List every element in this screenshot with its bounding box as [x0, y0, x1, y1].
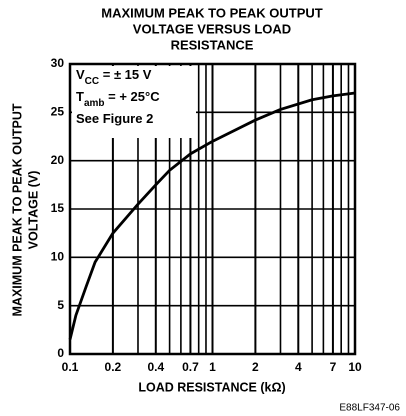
x-tick-label: 0.1	[62, 360, 79, 374]
x-tick-label: 4	[295, 360, 302, 374]
x-tick-label: 0.2	[105, 360, 122, 374]
annotation: See Figure 2	[76, 111, 153, 126]
annotation-part: See Figure 2	[76, 111, 153, 126]
y-tick-label: 20	[51, 153, 65, 167]
x-tick-label: 1	[209, 360, 216, 374]
y-tick-label: 0	[57, 346, 64, 360]
chart-title: MAXIMUM PEAK TO PEAK OUTPUT	[101, 5, 323, 20]
annotation-part: CC	[85, 76, 99, 87]
annotation-box	[72, 66, 196, 138]
x-tick-label: 7	[330, 360, 337, 374]
annotation: VCC = ± 15 V	[76, 67, 152, 87]
chart-title: VOLTAGE VERSUS LOAD	[133, 21, 291, 36]
annotation-part: amb	[84, 98, 105, 109]
annotation-part: V	[76, 67, 85, 82]
x-tick-label: 0.7	[182, 360, 199, 374]
x-axis-label: LOAD RESISTANCE (kΩ)	[138, 380, 285, 394]
line	[68, 91, 356, 340]
y-tick-label: 10	[51, 250, 65, 264]
plot-frame	[68, 62, 357, 356]
annotation-part: T	[76, 89, 84, 104]
y-tick-label: 25	[51, 105, 65, 119]
y-axis-label: VOLTAGE (V)	[26, 171, 40, 250]
y-axis-label: MAXIMUM PEAK TO PEAK OUTPUT	[10, 103, 24, 316]
x-tick-label: 0.4	[147, 360, 164, 374]
y-tick-label: 5	[57, 298, 64, 312]
y-tick-label: 30	[51, 56, 65, 70]
annotation-part: = ± 15 V	[99, 67, 152, 82]
annotation-part: = + 25°C	[105, 89, 161, 104]
x-tick-label: 2	[252, 360, 259, 374]
y-tick-label: 15	[51, 201, 65, 215]
annotation: Tamb = + 25°C	[76, 89, 160, 109]
chart-title: RESISTANCE	[171, 37, 254, 52]
x-tick-label: 10	[348, 360, 362, 374]
footnote: E88LF347-06	[339, 403, 400, 414]
